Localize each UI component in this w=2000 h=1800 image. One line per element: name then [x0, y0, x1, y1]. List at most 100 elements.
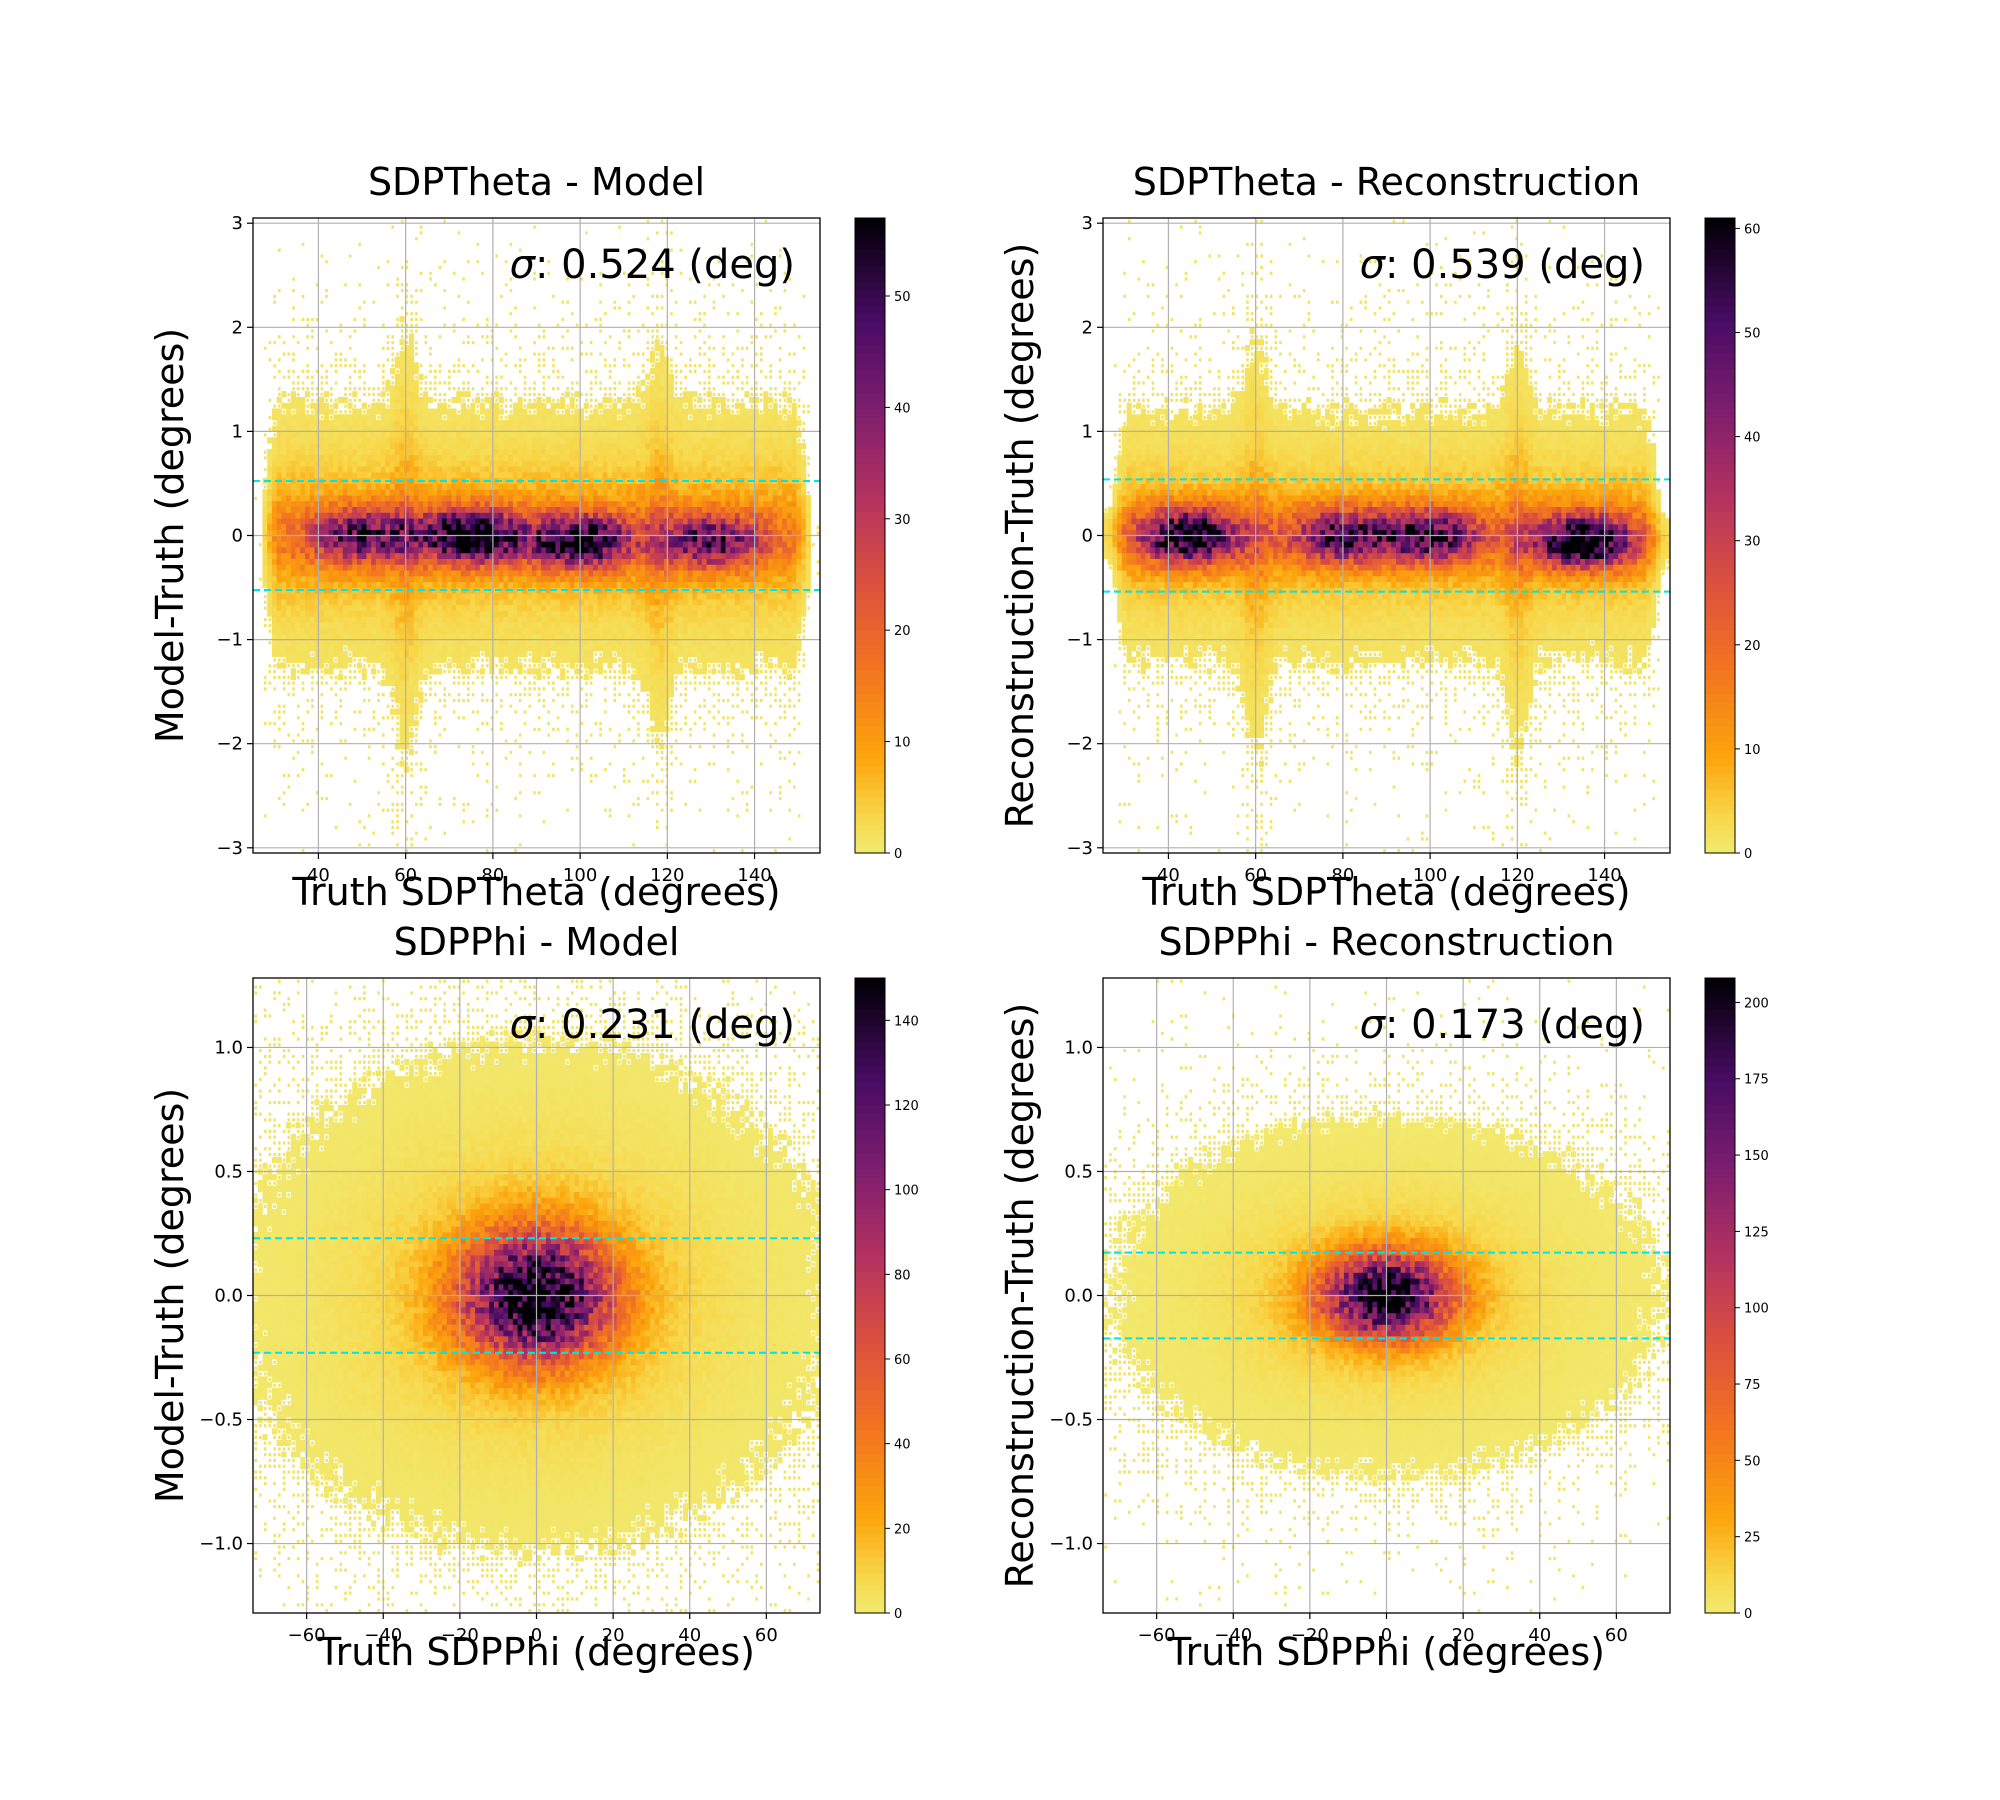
heatmap-cell [283, 722, 286, 725]
heatmap-cell [277, 634, 282, 640]
heatmap-cell [584, 611, 589, 617]
heatmap-cell [352, 518, 357, 524]
heatmap-cell [532, 432, 537, 438]
heatmap-cell [546, 616, 551, 622]
heatmap-cell [477, 243, 480, 246]
heatmap-cell [508, 634, 513, 640]
heatmap-cell [343, 524, 348, 530]
heatmap-cell [344, 358, 347, 361]
heatmap-cell [576, 710, 579, 713]
heatmap-cell [437, 559, 442, 565]
heatmap-cell [574, 512, 579, 518]
heatmap-cell [508, 559, 513, 565]
heatmap-cell [396, 826, 399, 829]
heatmap-cell [584, 639, 589, 645]
heatmap-cell [565, 559, 570, 565]
heatmap-cell [461, 507, 466, 513]
heatmap-cell [560, 593, 565, 599]
heatmap-cell [286, 570, 291, 576]
heatmap-cell [404, 368, 409, 374]
heatmap-cell [560, 570, 565, 576]
heatmap-cell [296, 524, 301, 530]
heatmap-cell [543, 399, 546, 402]
heatmap-cell [576, 734, 579, 737]
heatmap-cell [381, 570, 386, 576]
heatmap-cell [262, 564, 267, 570]
heatmap-cell [560, 489, 565, 495]
heatmap-cell [404, 489, 409, 495]
heatmap-cell [414, 582, 419, 588]
heatmap-cell [433, 628, 438, 634]
heatmap-cell [269, 630, 272, 633]
heatmap-cell [415, 376, 418, 379]
heatmap-cell [409, 333, 414, 339]
heatmap-cell [537, 455, 542, 461]
heatmap-cell [404, 663, 409, 669]
heatmap-cell [546, 605, 551, 611]
heatmap-cell [499, 443, 504, 449]
heatmap-cell [537, 536, 542, 542]
heatmap-cell [354, 370, 357, 373]
heatmap-cell [409, 639, 414, 645]
heatmap-cell [344, 364, 347, 367]
heatmap-cell [404, 484, 409, 490]
heatmap-cell [387, 347, 390, 350]
heatmap-cell [357, 582, 362, 588]
heatmap-cell [362, 599, 367, 605]
heatmap-cell [580, 705, 583, 708]
heatmap-cell [580, 670, 583, 673]
heatmap-cell [518, 599, 523, 605]
heatmap-cell [588, 639, 593, 645]
heatmap-cell [278, 249, 281, 252]
heatmap-cell [357, 507, 362, 513]
heatmap-cell [306, 410, 309, 413]
heatmap-cell [546, 611, 551, 617]
heatmap-cell [546, 414, 551, 420]
heatmap-cell [335, 370, 338, 373]
heatmap-cell [357, 651, 362, 657]
heatmap-cell [409, 501, 414, 507]
heatmap-cell [358, 376, 361, 379]
heatmap-cell [508, 449, 513, 455]
heatmap-cell [532, 472, 537, 478]
heatmap-cell [461, 639, 466, 645]
heatmap-cell [415, 289, 418, 292]
heatmap-cell [387, 774, 390, 777]
heatmap-cell [381, 605, 386, 611]
heatmap-cell [522, 460, 527, 466]
heatmap-cell [399, 634, 404, 640]
heatmap-cell [390, 593, 395, 599]
heatmap-cell [527, 501, 532, 507]
heatmap-cell [480, 489, 485, 495]
heatmap-cell [414, 559, 419, 565]
heatmap-cell [443, 220, 446, 223]
heatmap-cell [461, 668, 466, 674]
heatmap-cell [357, 536, 362, 542]
heatmap-cell [565, 414, 570, 420]
heatmap-cell [376, 611, 381, 617]
heatmap-cell [296, 628, 301, 634]
heatmap-cell [348, 553, 353, 559]
heatmap-cell [433, 512, 438, 518]
heatmap-cell [391, 728, 394, 731]
heatmap-cell [358, 306, 361, 309]
heatmap-cell [537, 634, 542, 640]
heatmap-cell [570, 536, 575, 542]
heatmap-cell [354, 676, 357, 679]
heatmap-cell [576, 324, 579, 327]
heatmap-cell [291, 605, 296, 611]
heatmap-cell [348, 512, 353, 518]
heatmap-cell [555, 547, 560, 553]
heatmap-cell [500, 722, 503, 725]
heatmap-cell [302, 381, 305, 384]
heatmap-cell [376, 605, 381, 611]
heatmap-cell [272, 645, 277, 651]
heatmap-cell [522, 599, 527, 605]
heatmap-cell [300, 564, 305, 570]
heatmap-cell [300, 518, 305, 524]
heatmap-cell [277, 518, 282, 524]
heatmap-cell [551, 622, 556, 628]
heatmap-cell [552, 664, 555, 667]
heatmap-cell [585, 682, 588, 685]
heatmap-cell [319, 663, 324, 669]
